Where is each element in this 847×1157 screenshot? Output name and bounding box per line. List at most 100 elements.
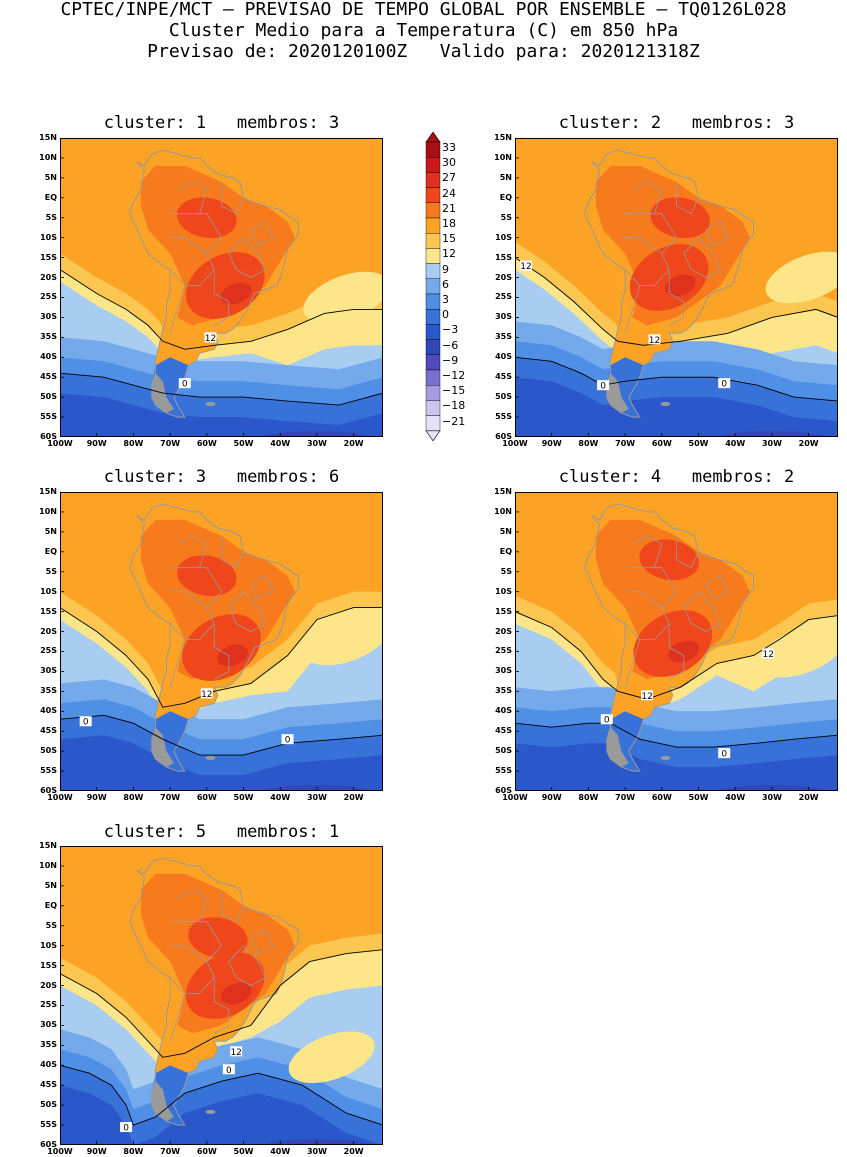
legend-swatch xyxy=(425,187,441,203)
lat-tick-label: 45S xyxy=(40,726,57,736)
lon-tick-label: 100W xyxy=(502,793,528,802)
lon-tick-label: 30W xyxy=(306,439,327,448)
lon-tick-label: 90W xyxy=(86,439,107,448)
contour-label-box xyxy=(222,1064,235,1075)
lon-tick-label: 20W xyxy=(343,1147,364,1156)
country-border xyxy=(221,535,244,569)
lat-tick-label: 10S xyxy=(40,940,57,950)
lat-tick-label: 55S xyxy=(495,412,512,422)
legend-swatch xyxy=(425,232,441,249)
contour-label-box xyxy=(718,378,731,389)
country-border xyxy=(228,591,267,632)
contour-label: 0 xyxy=(721,750,727,760)
country-border xyxy=(250,929,274,955)
lat-tick-label: 60S xyxy=(40,786,57,795)
legend-swatch xyxy=(425,157,441,173)
lat-tick-label: 40S xyxy=(40,1060,57,1070)
lon-tick-label: 80W xyxy=(123,1147,144,1156)
lon-tick-label: 50W xyxy=(233,793,254,802)
andes xyxy=(592,205,629,342)
lat-tick-label: 5N xyxy=(499,526,512,536)
lat-tick-label: 5S xyxy=(500,212,512,222)
lat-tick-label: 40S xyxy=(40,706,57,716)
temperature-map: 12 0 0 xyxy=(60,846,383,1145)
country-border xyxy=(184,623,215,640)
lat-tick-label: 20S xyxy=(495,272,512,282)
legend-label: 12 xyxy=(442,247,456,261)
country-border xyxy=(221,889,244,923)
lat-tick-label: 25S xyxy=(40,646,57,656)
contour-label-box xyxy=(600,714,613,725)
lon-tick-label: 50W xyxy=(233,439,254,448)
contour-label-box xyxy=(79,716,92,727)
country-border xyxy=(177,181,208,214)
lat-tick-label: 10S xyxy=(40,586,57,596)
contour-label-box xyxy=(648,334,661,345)
lat-tick-label: 15N xyxy=(39,841,57,850)
legend-swatch xyxy=(425,202,441,219)
lon-tick-label: 60W xyxy=(196,793,217,802)
lon-tick-label: 30W xyxy=(306,793,327,802)
temperature-map: 12 0 12 0 xyxy=(515,492,838,791)
lat-tick-label: EQ xyxy=(44,546,57,556)
contour-12 xyxy=(515,257,838,346)
andes xyxy=(137,913,174,1050)
field-minus3 xyxy=(60,1085,383,1145)
contour-0 xyxy=(515,722,838,748)
legend-swatch xyxy=(425,384,441,401)
legend-swatch xyxy=(425,278,441,295)
lat-tick-label: 5N xyxy=(44,526,57,536)
lat-tick-label: 55S xyxy=(40,1120,57,1130)
contour-label-box xyxy=(120,1122,133,1133)
lon-tick-label: 80W xyxy=(123,439,144,448)
country-border xyxy=(632,181,663,214)
contour-label-box xyxy=(762,648,775,659)
country-border xyxy=(624,623,641,688)
contour-0 xyxy=(60,714,383,756)
legend-swatch xyxy=(425,172,441,188)
lat-tick-label: 35S xyxy=(40,332,57,342)
panel-5-title: cluster: 5 membros: 1 xyxy=(103,822,340,842)
lon-tick-label: 70W xyxy=(615,793,636,802)
lat-tick-label: 35S xyxy=(40,686,57,696)
lon-tick-label: 70W xyxy=(160,439,181,448)
lat-tick-label: 50S xyxy=(40,746,57,756)
lat-tick-label: 10S xyxy=(495,586,512,596)
lon-tick-label: 60W xyxy=(651,439,672,448)
contour-label-box xyxy=(200,688,213,699)
lon-tick-label: 100W xyxy=(47,793,73,802)
lon-tick-label: 90W xyxy=(86,793,107,802)
contour-label-box xyxy=(281,734,294,745)
contour-12 xyxy=(60,949,383,1058)
legend-swatch xyxy=(425,308,441,325)
lon-tick-label: 20W xyxy=(798,793,819,802)
legend-label: −6 xyxy=(442,338,459,352)
legend-label: −3 xyxy=(442,323,459,337)
contour-label: 0 xyxy=(604,716,610,726)
lat-tick-label: 20S xyxy=(40,626,57,636)
contour-0 xyxy=(515,356,838,402)
country-border xyxy=(661,253,685,326)
lon-tick-label: 90W xyxy=(86,1147,107,1156)
panel-4-title: cluster: 4 membros: 2 xyxy=(558,467,795,487)
contour-label: 0 xyxy=(226,1066,232,1076)
lon-tick-label: 50W xyxy=(688,439,709,448)
lat-tick-label: 40S xyxy=(495,706,512,716)
contour-label: 12 xyxy=(201,690,212,700)
lat-tick-label: 50S xyxy=(495,392,512,402)
lon-tick-label: 70W xyxy=(160,1147,181,1156)
lat-tick-label: 30S xyxy=(40,1020,57,1030)
country-border xyxy=(177,889,208,922)
lat-tick-label: 15S xyxy=(40,252,57,262)
lon-tick-label: 30W xyxy=(761,793,782,802)
lat-tick-label: 45S xyxy=(495,726,512,736)
contour-12 xyxy=(60,269,383,350)
coastline xyxy=(584,149,755,418)
lon-tick-label: 50W xyxy=(688,793,709,802)
temperature-map: 12 0 0 xyxy=(60,492,383,791)
legend-label: −21 xyxy=(442,414,466,428)
country-border xyxy=(169,977,186,1042)
lat-tick-label: EQ xyxy=(499,546,512,556)
lat-tick-label: 5S xyxy=(45,920,57,930)
legend-label: 18 xyxy=(442,217,456,230)
